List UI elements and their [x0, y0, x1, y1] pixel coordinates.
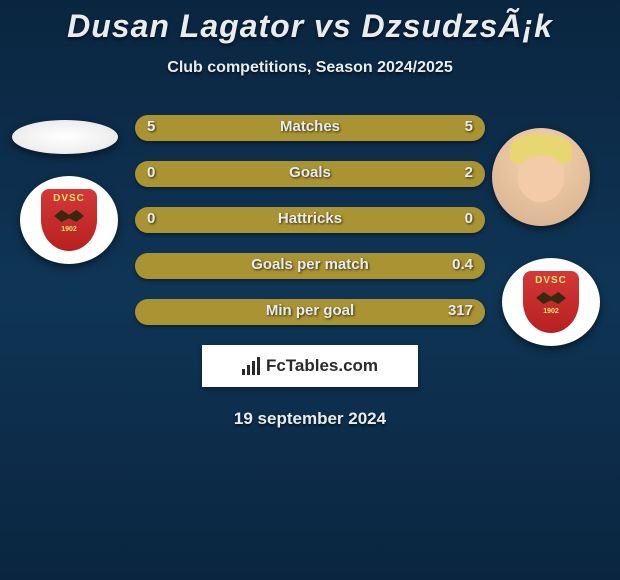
- player-right-club-badge: DVSC 1902: [502, 258, 600, 346]
- source-logo: FcTables.com: [202, 345, 418, 387]
- chart-icon: [242, 357, 260, 375]
- stat-row: 00Hattricks: [135, 207, 485, 233]
- club-badge-icon: DVSC 1902: [523, 271, 579, 333]
- player-left-avatar: [12, 120, 118, 154]
- club-bird-icon: [54, 210, 84, 222]
- stat-label: Goals per match: [135, 256, 485, 273]
- stat-row: 0.4Goals per match: [135, 253, 485, 279]
- stats-container: 55Matches 02Goals 00Hattricks 0.4Goals per …: [135, 115, 485, 325]
- date-label: 19 september 2024: [0, 409, 620, 429]
- page-subtitle: Club competitions, Season 2024/2025: [0, 59, 620, 77]
- club-year: 1902: [543, 308, 559, 315]
- club-abbrev: DVSC: [53, 193, 85, 204]
- stat-row: 55Matches: [135, 115, 485, 141]
- player-right-avatar: [492, 128, 590, 226]
- stat-label: Hattricks: [135, 210, 485, 227]
- avatar-face: [518, 156, 564, 202]
- club-badge-icon: DVSC 1902: [41, 189, 97, 251]
- stat-label: Matches: [135, 118, 485, 135]
- stat-label: Goals: [135, 164, 485, 181]
- stat-row: 317Min per goal: [135, 299, 485, 325]
- player-left-club-badge: DVSC 1902: [20, 176, 118, 264]
- club-abbrev: DVSC: [535, 275, 567, 286]
- club-year: 1902: [61, 226, 77, 233]
- logo-text: FcTables.com: [266, 356, 378, 376]
- stat-label: Min per goal: [135, 302, 485, 319]
- page-title: Dusan Lagator vs DzsudzsÃ¡k: [0, 0, 620, 45]
- stat-row: 02Goals: [135, 161, 485, 187]
- club-bird-icon: [536, 292, 566, 304]
